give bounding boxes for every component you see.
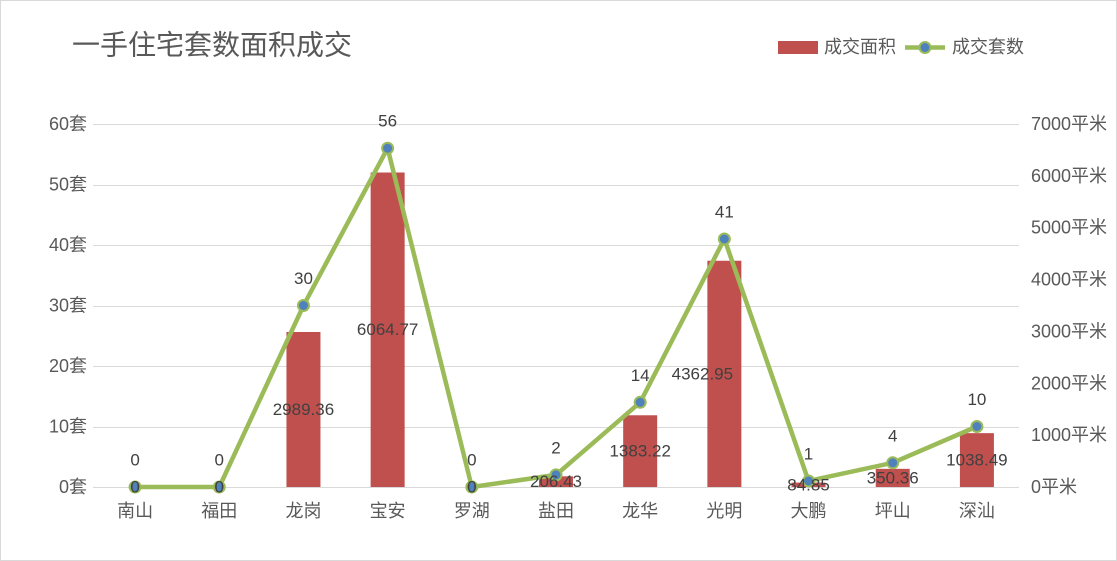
area-bar-5 — [539, 476, 573, 487]
count-data-label-9: 4 — [888, 426, 897, 445]
area-data-label-10: 1038.49 — [946, 451, 1007, 470]
left-tick-label-3: 30套 — [49, 296, 87, 316]
count-point-0 — [128, 480, 142, 494]
count-point-2 — [296, 299, 310, 312]
area-bar-3 — [370, 172, 405, 487]
count-data-label-3: 56 — [378, 112, 397, 131]
count-data-label-4: 0 — [467, 451, 476, 470]
count-data-label-1: 0 — [215, 451, 224, 470]
count-point-7 — [717, 232, 731, 246]
left-tick-label-1: 10套 — [49, 417, 87, 437]
area-bar-series — [286, 172, 994, 487]
count-data-label-2: 30 — [294, 269, 313, 288]
right-tick-label-1: 1000平米 — [1031, 425, 1107, 445]
x-tick-label-8: 大鹏 — [791, 501, 827, 521]
count-data-label-7: 41 — [715, 202, 734, 221]
x-tick-label-1: 福田 — [201, 501, 237, 521]
right-tick-label-4: 4000平米 — [1031, 270, 1107, 290]
count-point-1 — [212, 480, 226, 494]
x-tick-label-5: 盐田 — [538, 501, 574, 521]
count-data-label-5: 2 — [551, 438, 560, 457]
area-data-label-2: 2989.36 — [273, 400, 334, 419]
count-data-label-8: 1 — [804, 444, 813, 463]
count-point-10 — [970, 420, 984, 433]
count-line-series — [128, 141, 984, 494]
count-data-label-6: 14 — [631, 366, 650, 385]
legend-swatch-area — [778, 41, 818, 54]
area-bar-6 — [623, 415, 658, 487]
area-data-label-7: 4362.95 — [672, 364, 733, 383]
x-tick-label-10: 深汕 — [959, 501, 995, 521]
area-bar-7 — [707, 260, 742, 487]
area-data-label-9: 350.36 — [867, 468, 919, 487]
x-tick-label-4: 罗湖 — [454, 501, 490, 521]
area-bar-2 — [286, 331, 321, 487]
area-bar-9 — [875, 468, 910, 487]
area-data-label-3: 6064.77 — [357, 320, 418, 339]
right-tick-label-5: 5000平米 — [1031, 218, 1107, 238]
right-tick-label-7: 7000平米 — [1031, 114, 1107, 134]
right-tick-label-6: 6000平米 — [1031, 166, 1107, 186]
x-axis: 南山 福田 龙岗 宝安 罗湖 盐田 龙华 光明 大鹏 坪山 深汕 — [117, 501, 995, 521]
count-point-3 — [381, 141, 395, 155]
count-point-5 — [549, 468, 563, 482]
count-point-8 — [802, 474, 816, 488]
count-point-6 — [633, 395, 647, 409]
x-tick-label-3: 宝安 — [370, 501, 406, 521]
data-labels: 0 0 2989.36 6064.77 0 206.43 1383.22 4362.95 84.… — [130, 112, 1007, 497]
area-data-label-4: 0 — [467, 478, 476, 497]
left-tick-label-4: 40套 — [49, 235, 87, 255]
right-tick-label-2: 2000平米 — [1031, 373, 1107, 393]
legend-swatch-count-marker — [918, 41, 932, 54]
legend: 成交面积 成交套数 — [778, 37, 1024, 57]
right-axis: 0平米 1000平米 2000平米 3000平米 4000平米 5000平米 6000平米 7… — [1031, 114, 1107, 497]
x-tick-label-9: 坪山 — [875, 501, 911, 521]
x-tick-label-0: 南山 — [117, 501, 153, 521]
area-data-label-8: 84.85 — [787, 475, 830, 494]
gridlines — [93, 124, 1019, 488]
right-tick-label-0: 0平米 — [1031, 477, 1077, 497]
left-axis: 0套 10套 20套 30套 40套 50套 60套 — [49, 114, 87, 497]
legend-label-count: 成交套数 — [952, 37, 1024, 57]
count-point-9 — [886, 456, 900, 470]
area-data-label-0: 0 — [130, 478, 139, 497]
chart-title: 一手住宅套数面积成交 — [72, 30, 352, 61]
left-tick-label-5: 50套 — [49, 175, 87, 195]
legend-label-area: 成交面积 — [824, 37, 896, 57]
right-tick-label-3: 3000平米 — [1031, 321, 1107, 341]
left-tick-label-6: 60套 — [49, 114, 87, 134]
x-tick-label-7: 光明 — [706, 501, 742, 521]
area-data-label-6: 1383.22 — [609, 442, 670, 461]
area-bar-10 — [959, 433, 994, 487]
left-tick-label-0: 0套 — [59, 477, 87, 497]
left-tick-label-2: 20套 — [49, 356, 87, 376]
count-data-label-10: 10 — [967, 390, 986, 409]
area-data-label-5: 206.43 — [530, 472, 582, 491]
count-data-label-0: 0 — [130, 451, 139, 470]
x-tick-label-6: 龙华 — [622, 501, 658, 521]
x-tick-label-2: 龙岗 — [285, 501, 321, 521]
area-data-label-1: 0 — [215, 478, 224, 497]
count-point-4 — [465, 480, 479, 494]
